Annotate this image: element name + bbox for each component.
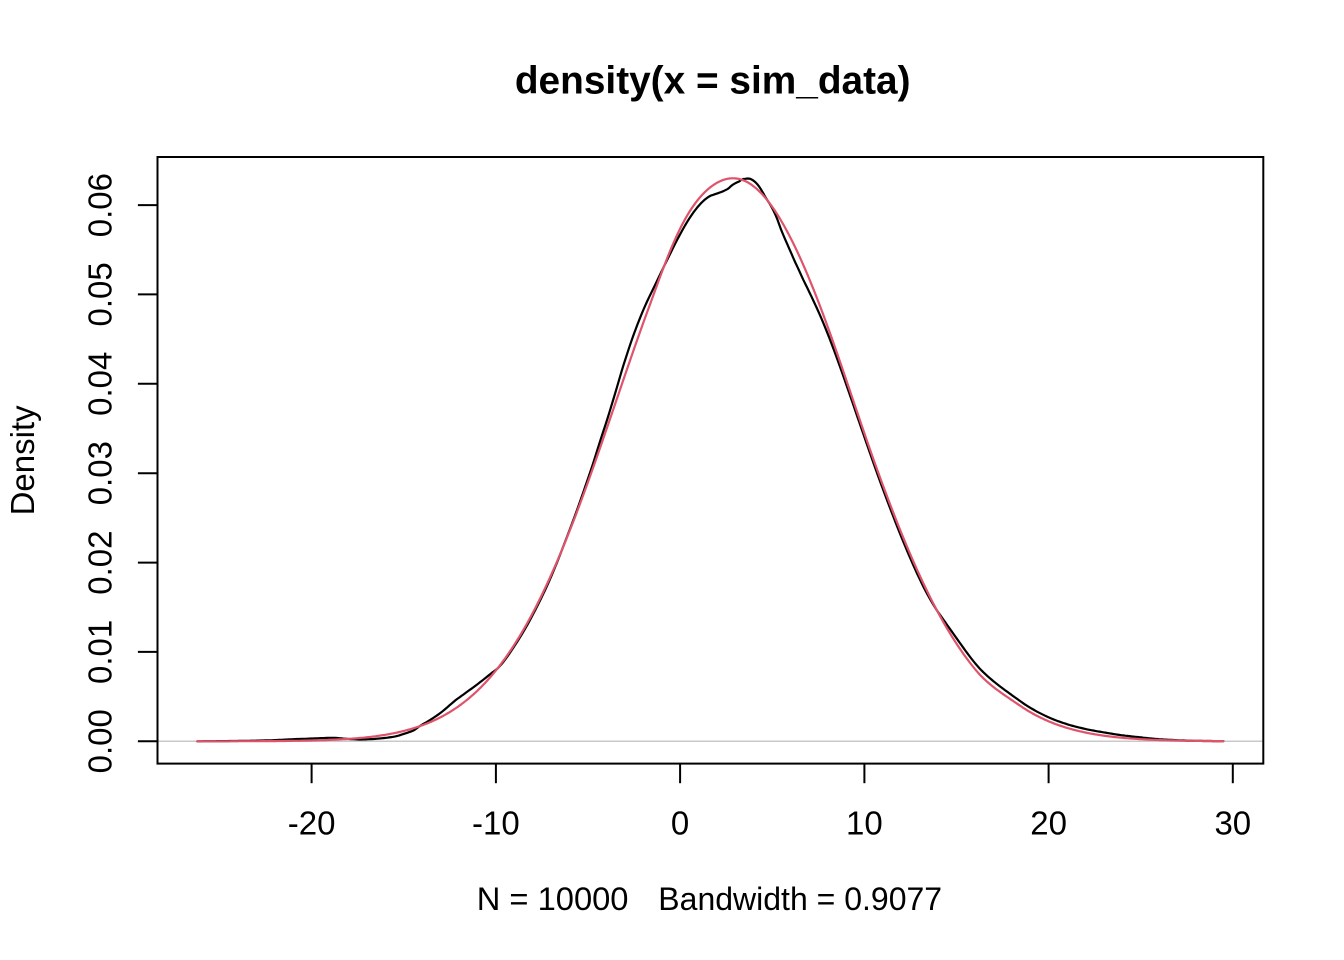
svg-text:0.03: 0.03: [82, 441, 119, 505]
svg-text:Density: Density: [4, 405, 41, 516]
svg-text:0.00: 0.00: [82, 709, 119, 773]
svg-text:-20: -20: [288, 805, 336, 842]
svg-text:N = 10000: N = 10000: [477, 880, 629, 917]
svg-text:20: 20: [1030, 805, 1067, 842]
svg-text:0.06: 0.06: [82, 173, 119, 237]
svg-text:0.05: 0.05: [82, 262, 119, 326]
svg-text:-10: -10: [472, 805, 520, 842]
svg-text:Bandwidth = 0.9077: Bandwidth = 0.9077: [658, 881, 942, 917]
svg-text:30: 30: [1214, 805, 1251, 842]
svg-text:0.04: 0.04: [82, 352, 119, 416]
svg-text:0.01: 0.01: [82, 620, 119, 684]
svg-text:10: 10: [846, 805, 883, 842]
svg-text:density(x = sim_data): density(x = sim_data): [515, 60, 911, 103]
svg-text:0.02: 0.02: [82, 530, 119, 594]
svg-text:0: 0: [671, 805, 689, 842]
